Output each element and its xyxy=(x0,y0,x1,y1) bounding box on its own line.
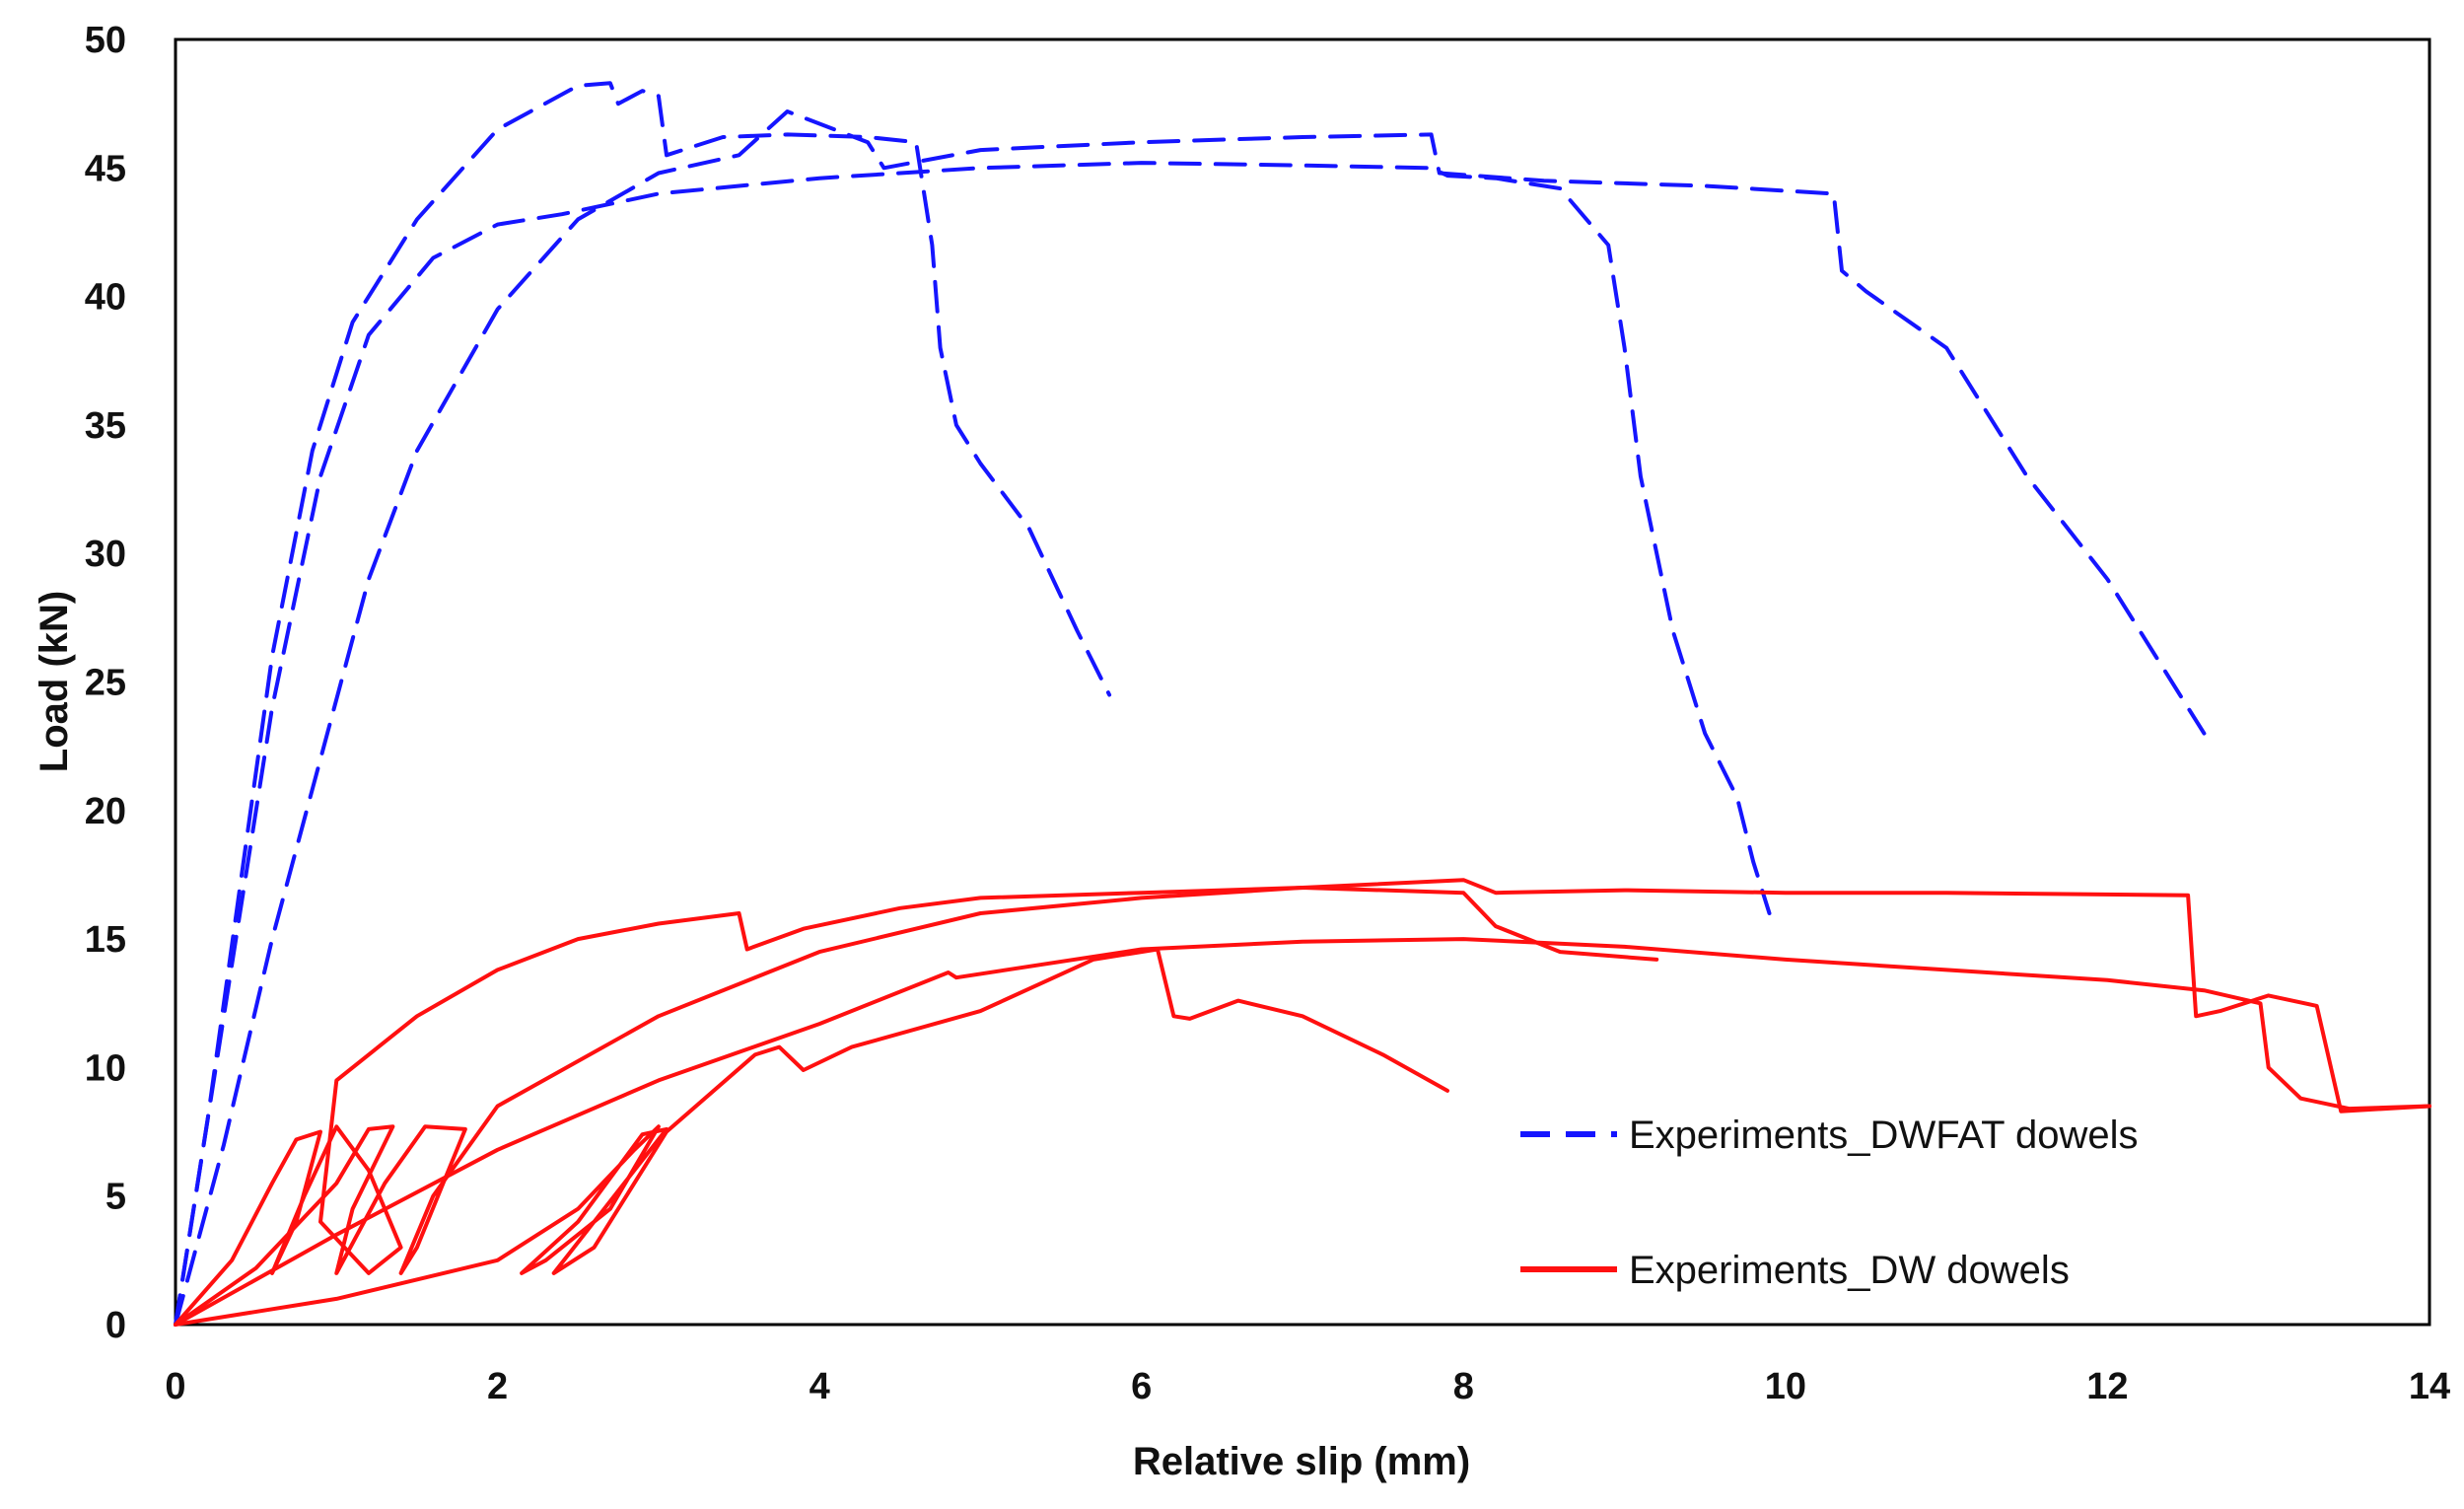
series-line-7 xyxy=(174,937,2431,1327)
tick-layer: 0 2 4 6 8 10 12 14 0 5 10 15 20 25 30 35 40 45 50 xyxy=(85,20,2450,1407)
x-tick-label: 14 xyxy=(2409,1366,2450,1407)
series-line-4 xyxy=(174,886,1659,1327)
series-line-5 xyxy=(174,878,2431,1327)
legend: Experiments_DWFAT dowels Experiments_DW … xyxy=(1520,1114,2138,1292)
x-tick-label: 4 xyxy=(810,1366,830,1407)
x-tick-label: 6 xyxy=(1131,1366,1152,1407)
y-tick-label: 5 xyxy=(106,1177,126,1218)
y-tick-label: 30 xyxy=(85,534,126,575)
y-axis-title: Load (kN) xyxy=(33,591,76,772)
y-tick-label: 0 xyxy=(106,1305,126,1346)
legend-label-dwfat: Experiments_DWFAT dowels xyxy=(1629,1114,2138,1157)
y-tick-label: 15 xyxy=(85,919,126,961)
x-tick-label: 8 xyxy=(1453,1366,1474,1407)
series-line-3 xyxy=(174,109,2207,1327)
x-tick-label: 10 xyxy=(1765,1366,1806,1407)
x-tick-label: 0 xyxy=(165,1366,185,1407)
series-line-1 xyxy=(174,81,1112,1327)
plot-frame xyxy=(174,37,2431,1327)
y-tick-label: 40 xyxy=(85,277,126,319)
x-tick-label: 12 xyxy=(2086,1366,2128,1407)
y-tick-label: 50 xyxy=(85,20,126,61)
x-axis-title: Relative slip (mm) xyxy=(1133,1440,1470,1483)
y-tick-label: 10 xyxy=(85,1047,126,1089)
x-tick-label: 2 xyxy=(487,1366,508,1407)
y-tick-label: 45 xyxy=(85,148,126,189)
legend-label-dw: Experiments_DW dowels xyxy=(1629,1249,2070,1292)
series-line-6 xyxy=(174,947,1449,1327)
series-line-2 xyxy=(174,161,1772,1327)
series-layer xyxy=(174,81,2431,1327)
y-tick-label: 35 xyxy=(85,405,126,447)
y-tick-label: 25 xyxy=(85,663,126,704)
y-tick-label: 20 xyxy=(85,791,126,832)
